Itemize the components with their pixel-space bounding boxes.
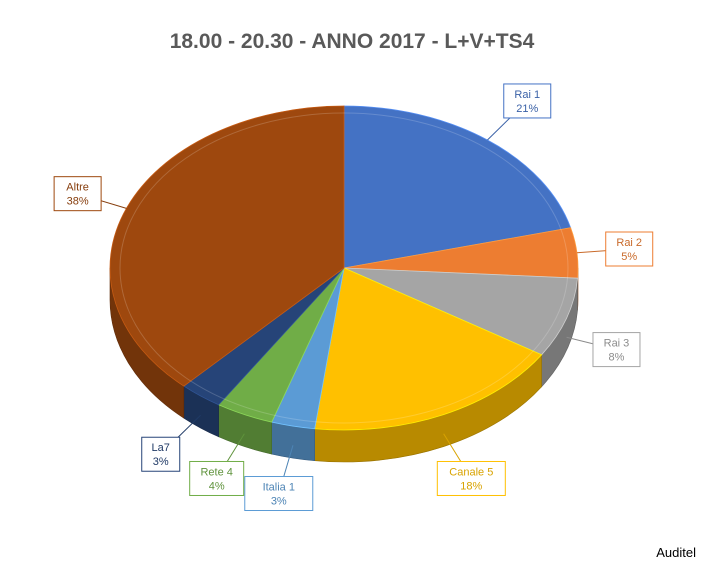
data-label-box [436, 460, 506, 496]
pie-slice-rai-1 [343, 105, 572, 269]
data-label-value: 8% [609, 352, 625, 364]
data-label-box [244, 476, 314, 512]
data-label-value: 5% [621, 251, 637, 263]
data-label-value: 3% [271, 496, 287, 508]
data-label-layer: Rai 1 21% Rai 2 5% Rai 3 8% Canale 5 18% Italia … [53, 83, 654, 512]
data-label-rai-1: Rai 1 21% [487, 83, 552, 141]
data-label-altre: Altre 38% [53, 176, 127, 212]
pie-top-layer [109, 105, 579, 431]
data-label-value: 21% [516, 103, 538, 115]
data-label-name: La7 [152, 442, 170, 454]
data-label-rai-2: Rai 2 5% [576, 231, 654, 267]
data-label-name: Rai 3 [604, 338, 630, 350]
data-label-canale-5: Canale 5 18% [436, 433, 506, 496]
pie-slice-canale-5 [314, 267, 543, 431]
data-label-name: Canale 5 [449, 466, 493, 478]
data-label-box [189, 460, 245, 496]
pie-depth-layer [109, 267, 579, 463]
data-label-box [605, 231, 654, 267]
data-label-box [141, 436, 181, 472]
data-label-rete-4: Rete 4 4% [189, 433, 245, 496]
data-label-value: 3% [153, 456, 169, 468]
chart-title: 18.00 - 20.30 - ANNO 2017 - L+V+TS4 [169, 30, 535, 53]
data-label-name: Rete 4 [200, 466, 232, 478]
data-label-name: Rai 2 [616, 237, 642, 249]
data-label-value: 4% [209, 480, 225, 492]
data-label-box [503, 83, 552, 119]
data-label-box [592, 332, 641, 368]
data-label-box [53, 176, 102, 212]
source-label: Auditel [656, 545, 696, 560]
data-label-italia-1: Italia 1 3% [244, 445, 314, 512]
pie-slice-rai-3 [343, 267, 578, 356]
data-label-rai-3: Rai 3 8% [566, 332, 641, 368]
data-label-name: Italia 1 [263, 482, 295, 494]
data-label-value: 38% [67, 196, 89, 208]
data-label-name: Rai 1 [514, 89, 540, 101]
pie-rim [119, 112, 569, 424]
data-label-name: Altre [66, 182, 89, 194]
data-label-value: 18% [460, 480, 482, 492]
